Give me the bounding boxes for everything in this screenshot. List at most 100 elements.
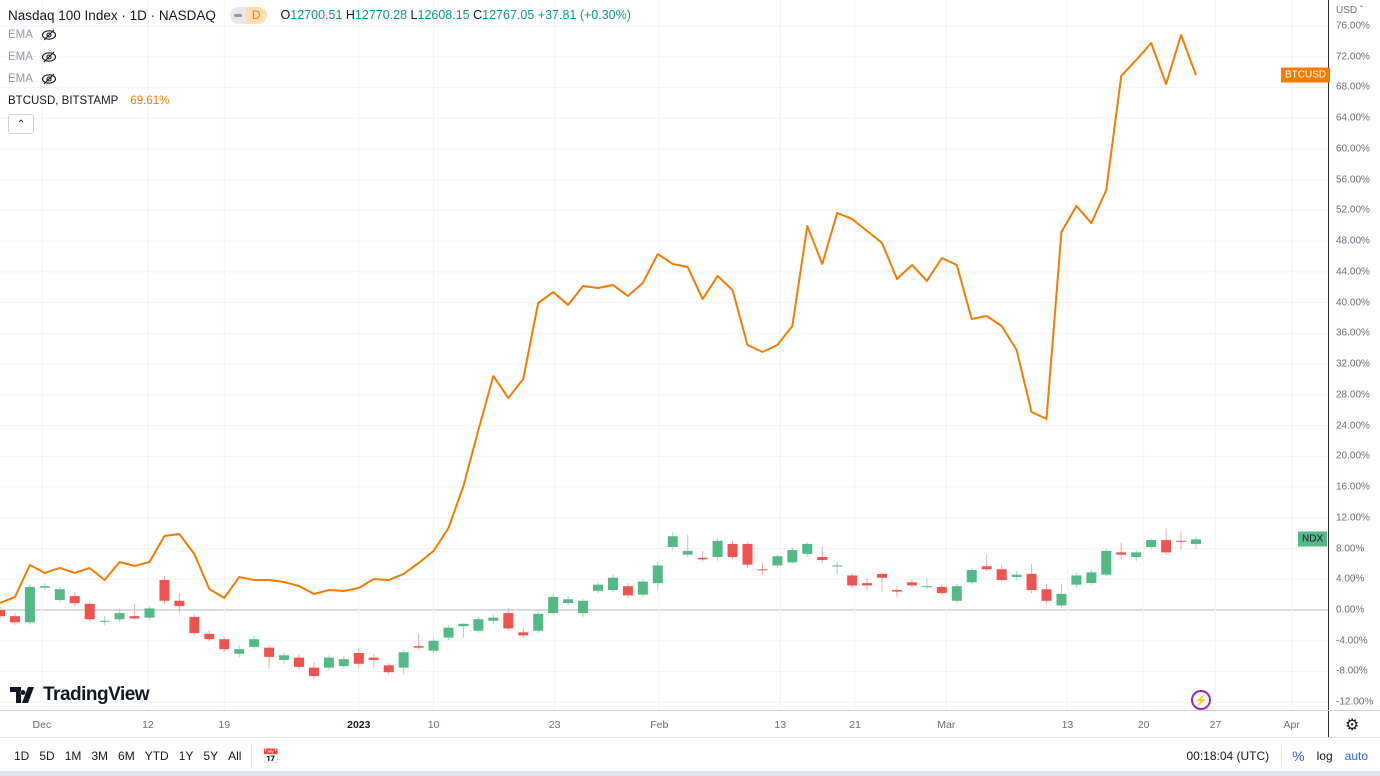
- percent-toggle[interactable]: %: [1292, 748, 1305, 764]
- candle-body: [817, 556, 828, 561]
- candle-body: [129, 616, 140, 619]
- candle-body: [1011, 574, 1022, 577]
- candle-body: [308, 667, 319, 677]
- candle-body: [1176, 540, 1187, 542]
- candle-body: [892, 590, 902, 592]
- y-tick-label: 72.00%: [1336, 51, 1370, 63]
- chevron-up-icon: ⌃: [16, 118, 26, 130]
- x-tick-label: 20: [1137, 719, 1150, 731]
- candle-body: [652, 565, 663, 584]
- y-tick-label: 8.00%: [1336, 543, 1365, 555]
- candle-body: [593, 584, 603, 591]
- candle-body: [802, 543, 813, 554]
- candle-body: [264, 647, 275, 657]
- candle-body: [443, 627, 454, 638]
- y-tick-label: 52.00%: [1336, 204, 1370, 216]
- range-buttons: 1D 5D 1M 3M 6M YTD 1Y 5Y All: [14, 749, 251, 763]
- chart-pane[interactable]: [0, 0, 1328, 710]
- candle-body: [9, 616, 20, 623]
- candle-body: [1101, 550, 1112, 575]
- y-tick-label: 40.00%: [1336, 297, 1370, 309]
- range-3m[interactable]: 3M: [91, 749, 109, 763]
- price-axis[interactable]: USD ˇ -12.00% -8.00% -4.00% 0.00% 4.00% 8.00%…: [1328, 0, 1380, 710]
- x-tick-label: 13: [774, 719, 787, 731]
- y-tick-label: -4.00%: [1336, 635, 1368, 647]
- candle-body: [832, 565, 843, 567]
- candle-body: [548, 596, 559, 614]
- y-tick-label: 0.00%: [1336, 604, 1365, 616]
- change-value: +37.81 (+0.30%): [537, 8, 631, 22]
- eye-hidden-icon[interactable]: [41, 51, 57, 63]
- collapse-legend-button[interactable]: ⌃: [8, 114, 34, 134]
- symbol-title[interactable]: Nasdaq 100 Index · 1D · NASDAQ: [8, 7, 216, 23]
- y-tick-label: 28.00%: [1336, 389, 1370, 401]
- candle-body: [981, 566, 992, 570]
- range-6m[interactable]: 6M: [118, 749, 135, 763]
- candle-body: [533, 613, 544, 631]
- candle-body: [84, 603, 95, 620]
- x-tick-label: Mar: [937, 719, 956, 731]
- ndx-price-tag: NDX: [1298, 531, 1328, 547]
- ema-indicator[interactable]: EMA: [8, 46, 631, 68]
- candle-body: [697, 557, 708, 560]
- y-tick-label: -8.00%: [1336, 665, 1368, 677]
- candle-body: [159, 580, 170, 601]
- candle-body: [69, 596, 80, 604]
- candle-body: [279, 655, 290, 660]
- clock[interactable]: 00:18:04 (UTC): [1186, 749, 1270, 763]
- candle-body: [757, 569, 768, 571]
- settings-gear-icon[interactable]: ⚙: [1345, 717, 1360, 734]
- y-tick-label: 64.00%: [1336, 112, 1370, 124]
- candle-body: [174, 600, 185, 607]
- market-status-badge[interactable]: D: [229, 6, 267, 24]
- x-tick-label: 12: [142, 719, 154, 731]
- candle-body: [1161, 540, 1172, 553]
- bottom-toolbar: 1D 5D 1M 3M 6M YTD 1Y 5Y All 📅 00:18:04 (UTC) % …: [0, 737, 1380, 774]
- candle-body: [249, 639, 260, 647]
- calendar-goto-icon[interactable]: 📅: [262, 747, 280, 764]
- ema-indicator[interactable]: EMA: [8, 68, 631, 90]
- eye-hidden-icon[interactable]: [41, 73, 57, 85]
- tradingview-logo[interactable]: TradingView: [10, 684, 150, 706]
- candle-body: [712, 540, 723, 557]
- candle-body: [234, 649, 245, 654]
- range-1d[interactable]: 1D: [14, 749, 30, 763]
- candle-body: [54, 589, 65, 601]
- x-tick-label: Apr: [1283, 719, 1300, 731]
- range-5y[interactable]: 5Y: [203, 749, 219, 763]
- candle-body: [413, 646, 424, 648]
- candle-body: [787, 550, 798, 563]
- candle-body: [936, 586, 947, 594]
- range-5d[interactable]: 5D: [39, 749, 55, 763]
- compare-legend[interactable]: BTCUSD, BITSTAMP 69.61%: [8, 95, 170, 107]
- dash-icon: [229, 6, 246, 24]
- x-tick-label: 10: [427, 719, 440, 731]
- candle-body: [862, 583, 873, 586]
- btcusd-price-tag: BTCUSD: [1281, 67, 1331, 83]
- candle-body: [323, 657, 334, 668]
- auto-toggle[interactable]: auto: [1344, 749, 1368, 763]
- candle-body: [682, 550, 693, 555]
- range-1y[interactable]: 1Y: [178, 749, 194, 763]
- range-1m[interactable]: 1M: [64, 749, 82, 763]
- x-tick-label: 19: [218, 719, 231, 731]
- candle-body: [966, 570, 977, 583]
- candle-body: [518, 632, 529, 636]
- x-tick-label: Feb: [650, 719, 669, 731]
- candle-body: [0, 610, 5, 617]
- eye-hidden-icon[interactable]: [41, 29, 57, 41]
- log-toggle[interactable]: log: [1316, 749, 1333, 763]
- candle-body: [742, 543, 753, 565]
- y-tick-label: 32.00%: [1336, 358, 1370, 370]
- range-ytd[interactable]: YTD: [144, 749, 169, 763]
- lightning-icon[interactable]: ⚡: [1191, 690, 1211, 710]
- candle-body: [368, 657, 379, 660]
- time-axis[interactable]: ⚙ Dec 12 19 2023 10 23 Feb 13 21 Mar 13 20 27 Apr: [0, 710, 1380, 738]
- range-all[interactable]: All: [228, 749, 242, 763]
- currency-selector[interactable]: USD ˇ: [1336, 5, 1364, 16]
- candle-body: [951, 586, 962, 601]
- y-tick-label: 56.00%: [1336, 174, 1370, 186]
- ema-indicator[interactable]: EMA: [8, 24, 631, 46]
- y-tick-label: 12.00%: [1336, 512, 1370, 524]
- candle-body: [24, 586, 35, 623]
